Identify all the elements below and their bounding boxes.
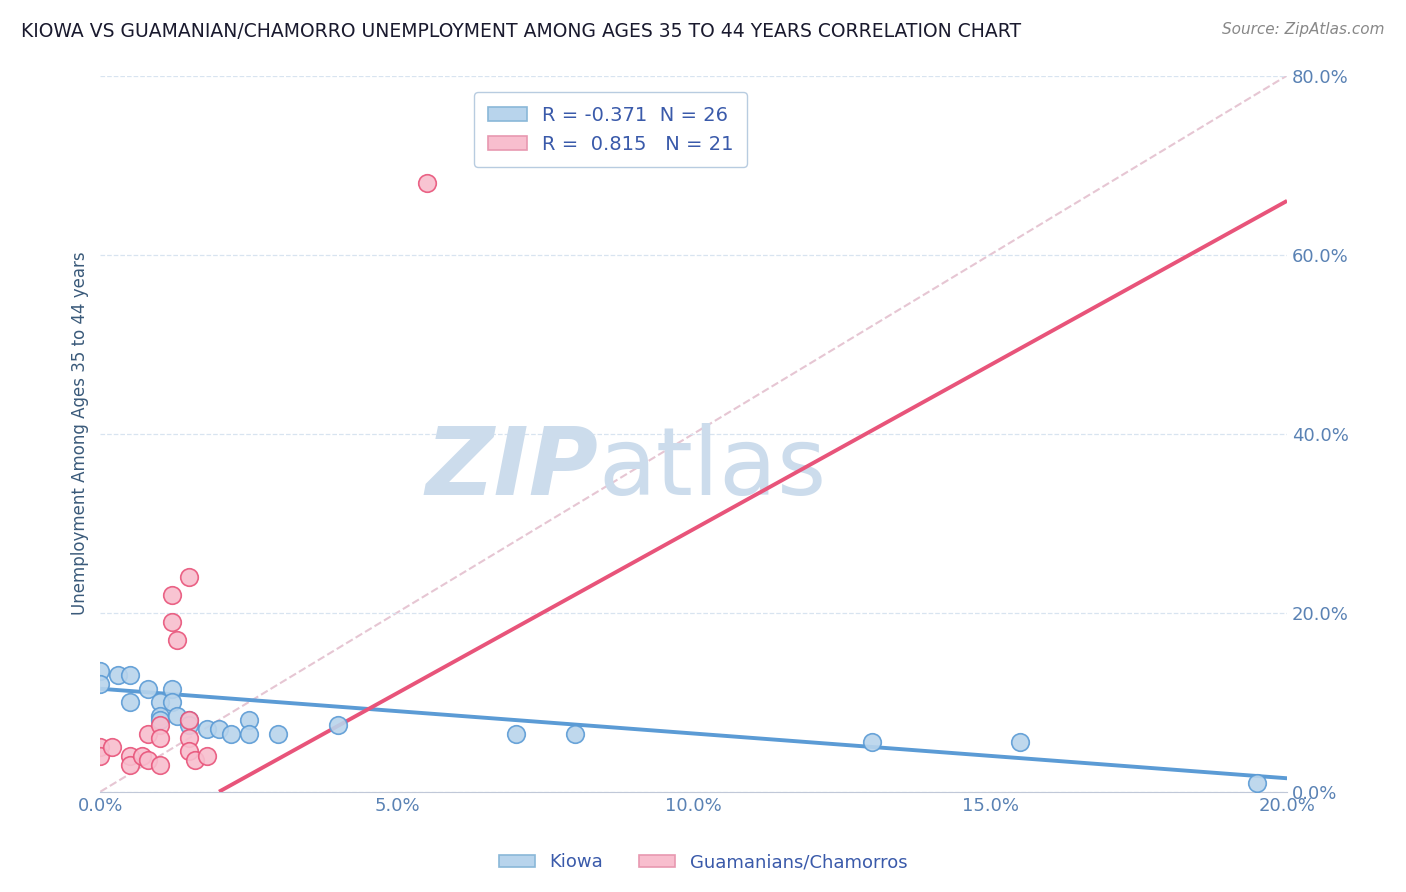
Point — [415, 176, 437, 190]
Point — [179, 713, 201, 727]
Point — [89, 664, 111, 678]
Point — [179, 744, 201, 758]
Text: Source: ZipAtlas.com: Source: ZipAtlas.com — [1222, 22, 1385, 37]
Point — [118, 695, 141, 709]
Point — [160, 695, 183, 709]
Point — [149, 695, 172, 709]
Point — [505, 726, 527, 740]
Point — [179, 717, 201, 731]
Point — [131, 748, 153, 763]
Legend: R = -0.371  N = 26, R =  0.815   N = 21: R = -0.371 N = 26, R = 0.815 N = 21 — [474, 93, 747, 168]
Point — [564, 726, 586, 740]
Point — [1246, 776, 1268, 790]
Point — [326, 717, 349, 731]
Point — [136, 681, 159, 696]
Point — [107, 668, 129, 682]
Point — [860, 735, 883, 749]
Point — [184, 753, 207, 767]
Point — [238, 713, 260, 727]
Point — [89, 677, 111, 691]
Point — [219, 726, 242, 740]
Point — [149, 731, 172, 745]
Point — [118, 748, 141, 763]
Point — [160, 615, 183, 629]
Point — [166, 632, 188, 647]
Point — [179, 713, 201, 727]
Y-axis label: Unemployment Among Ages 35 to 44 years: Unemployment Among Ages 35 to 44 years — [72, 252, 89, 615]
Point — [118, 668, 141, 682]
Point — [149, 717, 172, 731]
Point — [136, 726, 159, 740]
Point — [160, 681, 183, 696]
Legend: Kiowa, Guamanians/Chamorros: Kiowa, Guamanians/Chamorros — [492, 847, 914, 879]
Point — [267, 726, 290, 740]
Point — [89, 739, 111, 754]
Point — [149, 713, 172, 727]
Point — [238, 726, 260, 740]
Point — [89, 748, 111, 763]
Point — [179, 570, 201, 584]
Point — [1010, 735, 1032, 749]
Text: atlas: atlas — [599, 424, 827, 516]
Text: ZIP: ZIP — [426, 424, 599, 516]
Point — [166, 708, 188, 723]
Point — [160, 588, 183, 602]
Point — [149, 708, 172, 723]
Point — [195, 748, 218, 763]
Point — [101, 739, 124, 754]
Point — [195, 722, 218, 736]
Point — [208, 722, 231, 736]
Point — [136, 753, 159, 767]
Point — [149, 757, 172, 772]
Text: KIOWA VS GUAMANIAN/CHAMORRO UNEMPLOYMENT AMONG AGES 35 TO 44 YEARS CORRELATION C: KIOWA VS GUAMANIAN/CHAMORRO UNEMPLOYMENT… — [21, 22, 1021, 41]
Point — [118, 757, 141, 772]
Point — [179, 731, 201, 745]
